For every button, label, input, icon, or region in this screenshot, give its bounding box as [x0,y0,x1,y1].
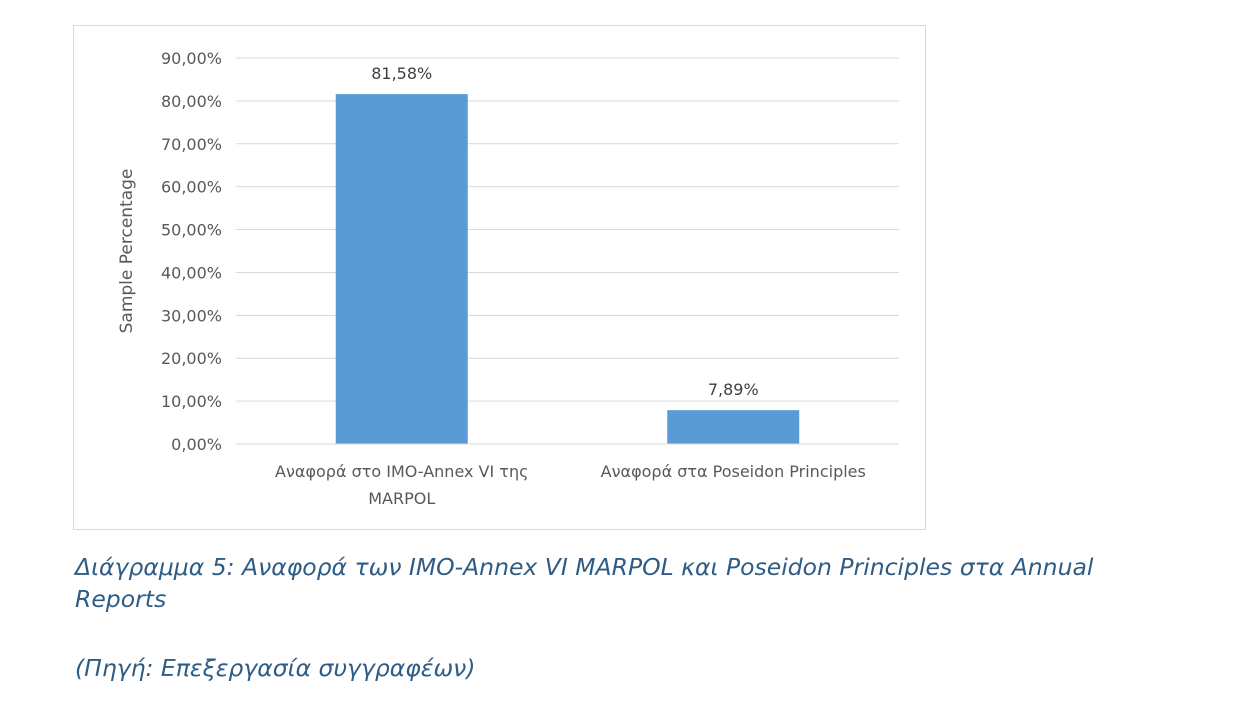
y-tick-label: 20,00% [161,349,222,368]
y-tick-label: 40,00% [161,263,222,282]
bar-chart: 0,00% 10,00% 20,00% 30,00% 40,00% 50,00% 60,00… [117,49,899,508]
y-tick-label: 60,00% [161,178,222,197]
bar [667,410,800,444]
bar [335,94,468,445]
y-tick-label: 70,00% [161,135,222,154]
y-axis-title: Sample Percentage [117,169,137,334]
data-label: 7,89% [708,380,759,399]
figure-caption-line-1: Διάγραμμα 5: Αναφορά των IMO-Annex VI MA… [75,553,1094,581]
y-tick-label: 50,00% [161,221,222,240]
x-tick-label: Αναφορά στο IMO-Annex VI της [275,462,528,481]
y-tick-label: 90,00% [161,49,222,68]
y-tick-label: 10,00% [161,392,222,411]
chart-frame: 0,00% 10,00% 20,00% 30,00% 40,00% 50,00% 60,00… [73,25,926,530]
data-label: 81,58% [371,64,432,83]
x-tick-label: Αναφορά στα Poseidon Principles [601,462,866,481]
figure-caption-line-2: Reports [75,585,167,613]
y-tick-label: 0,00% [171,435,222,454]
x-tick-label: MARPOL [368,489,435,508]
y-tick-label: 30,00% [161,306,222,325]
y-tick-label: 80,00% [161,92,222,111]
source-note: (Πηγή: Επεξεργασία συγγραφέων) [75,654,476,682]
